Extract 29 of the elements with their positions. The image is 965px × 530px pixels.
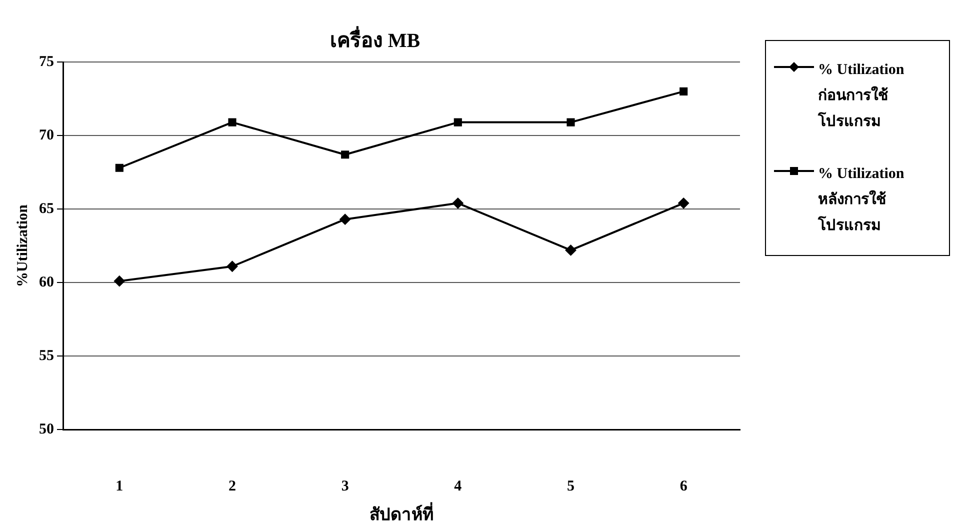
y-tick-label: 50 xyxy=(39,421,54,438)
point xyxy=(114,276,125,287)
point xyxy=(680,87,688,96)
point xyxy=(226,260,238,272)
y-tick-label: 60 xyxy=(39,274,54,290)
chart-title: เครื่อง MB xyxy=(330,25,420,52)
point xyxy=(566,118,575,126)
y-tick-label: 70 xyxy=(39,127,54,144)
y-axis-title: %Utilization xyxy=(14,204,31,288)
x-tick-label: 3 xyxy=(341,478,349,494)
x-tick-label: 1 xyxy=(116,478,124,494)
x-tick-label: 5 xyxy=(567,478,574,494)
point xyxy=(565,244,576,256)
point xyxy=(678,198,690,209)
point xyxy=(454,118,462,126)
x-axis-title: สัปดาห์ที่ xyxy=(370,502,434,524)
point xyxy=(340,214,351,225)
y-tick-label: 55 xyxy=(39,348,54,364)
point xyxy=(341,150,350,159)
legend-label: % Utilization หลังการใช้โปรแกรม xyxy=(818,165,906,236)
x-tick-label: 6 xyxy=(680,478,688,494)
x-tick-label: 4 xyxy=(454,478,462,494)
y-tick-label: 75 xyxy=(39,54,54,70)
point xyxy=(452,198,464,209)
y-tick-label: 65 xyxy=(39,200,54,217)
point xyxy=(115,164,124,172)
x-tick-label: 2 xyxy=(228,478,236,494)
point xyxy=(228,118,236,126)
legend-label: % Utilization ก่อนการใช้โปรแกรม xyxy=(818,61,906,132)
